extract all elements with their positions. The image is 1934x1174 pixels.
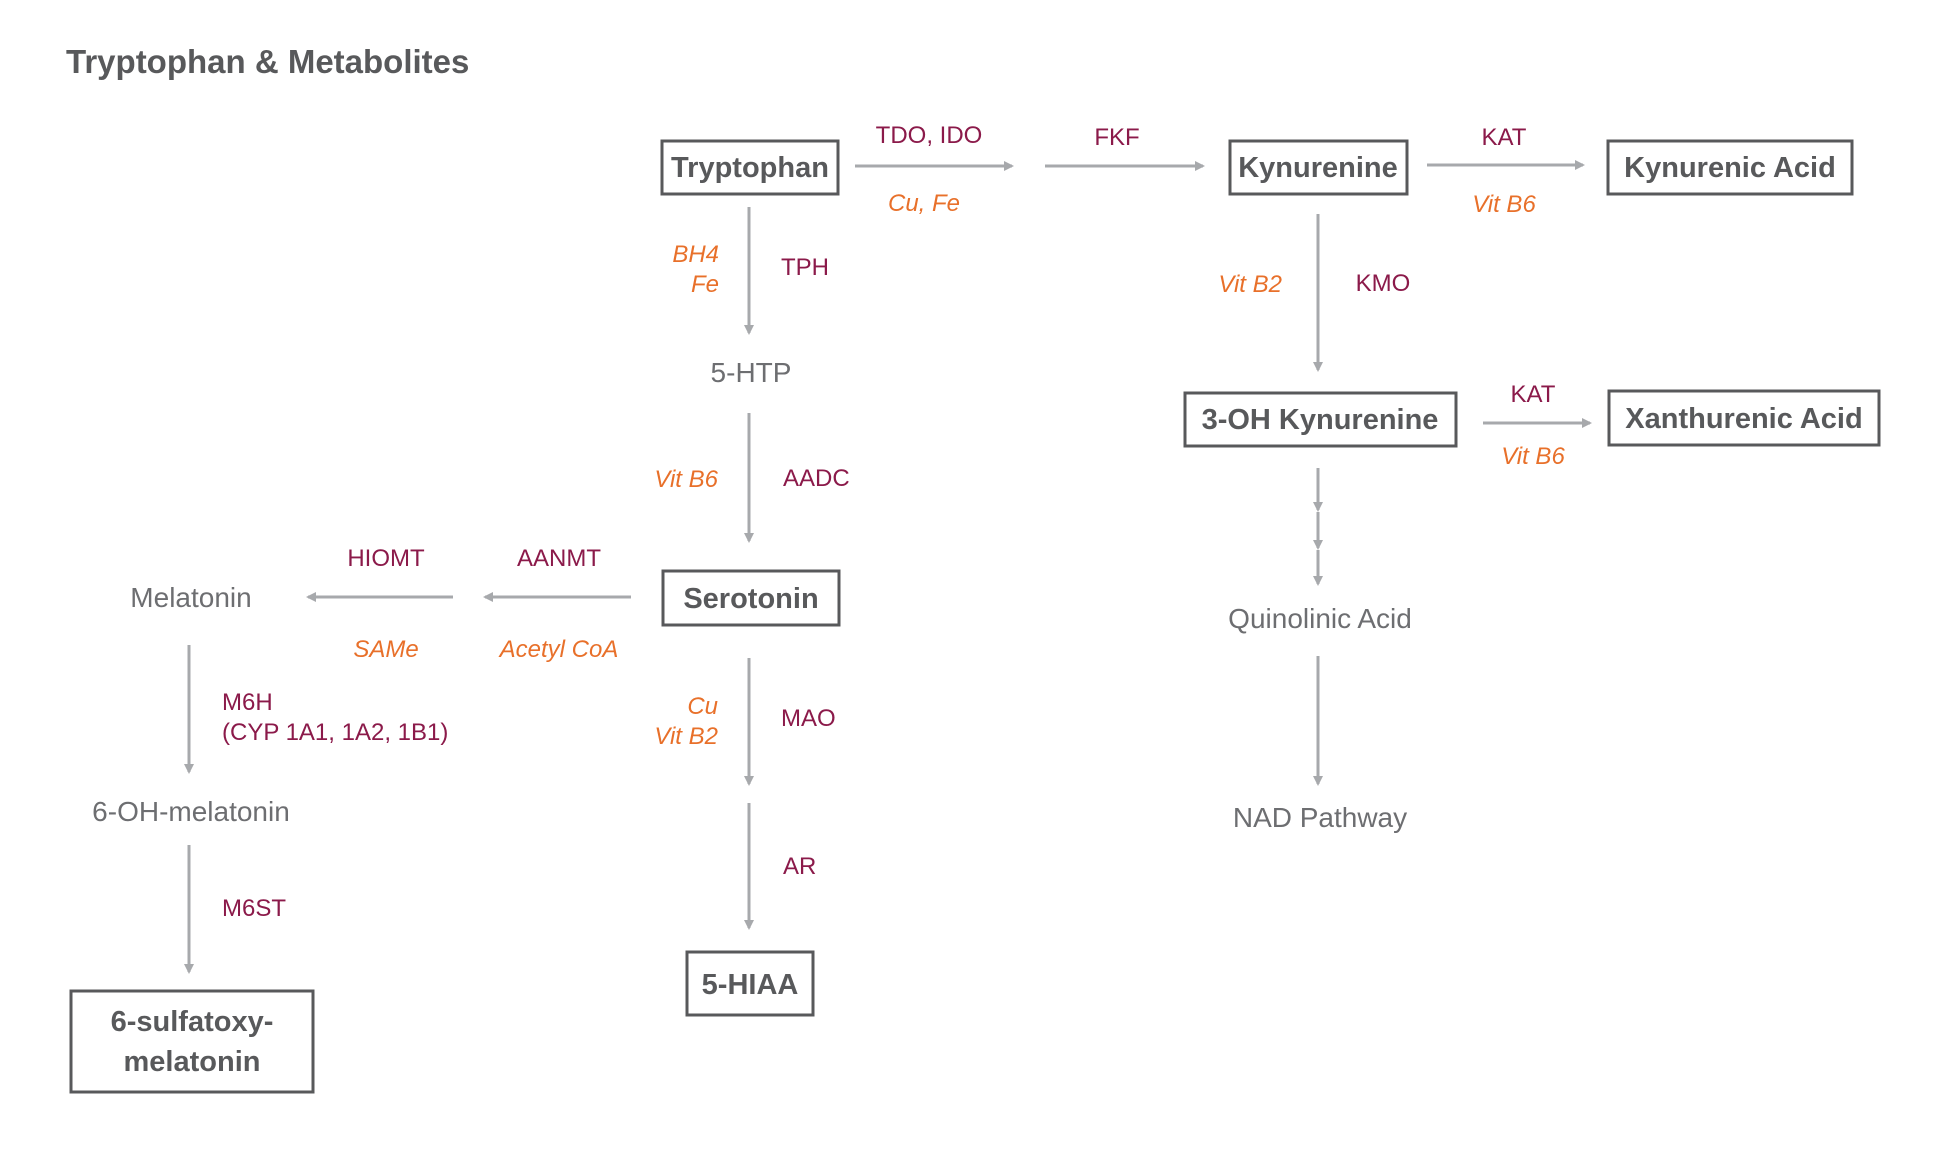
node-tryptophan: Tryptophan: [660, 139, 840, 196]
node-6-oh-melatonin: 6-OH-melatonin: [92, 796, 290, 827]
node-kynurenic-acid: Kynurenic Acid: [1606, 139, 1854, 196]
node-6-sulfatoxy-label-line1: 6-sulfatoxy-: [111, 1006, 274, 1038]
node-kynurenic-acid-label: Kynurenic Acid: [1624, 152, 1836, 184]
node-5-hiaa: 5-HIAA: [685, 950, 815, 1017]
enzyme-aadc: AADC: [783, 465, 850, 492]
enzyme-tdo-ido: TDO, IDO: [876, 122, 983, 149]
cofactor-vit-b6-kat2: Vit B6: [1501, 443, 1565, 470]
cofactor-same: SAMe: [353, 636, 418, 663]
enzyme-mao: MAO: [781, 705, 836, 732]
node-6-sulfatoxy-label-line2: melatonin: [124, 1046, 261, 1078]
node-nad-pathway: NAD Pathway: [1233, 802, 1407, 833]
cofactor-cu-fe: Cu, Fe: [888, 190, 960, 217]
node-3-oh-kynurenine-label: 3-OH Kynurenine: [1202, 404, 1439, 436]
enzyme-kmo: KMO: [1356, 270, 1411, 297]
diagram-title: Tryptophan & Metabolites: [66, 43, 469, 80]
node-melatonin: Melatonin: [130, 582, 251, 613]
cofactor-vit-b6-aadc: Vit B6: [654, 466, 718, 493]
enzyme-fkf: FKF: [1094, 124, 1139, 151]
arrows: [184, 160, 1592, 974]
enzyme-kat-kynurenic: KAT: [1482, 124, 1527, 151]
node-6-sulfatoxy-melatonin: 6-sulfatoxy- melatonin: [69, 989, 315, 1094]
enzyme-ar: AR: [783, 853, 816, 880]
node-serotonin: Serotonin: [661, 569, 841, 627]
node-xanthurenic-acid: Xanthurenic Acid: [1607, 389, 1881, 447]
enzyme-m6st: M6ST: [222, 895, 286, 922]
cofactor-acetyl-coa: Acetyl CoA: [498, 636, 619, 663]
node-xanthurenic-acid-label: Xanthurenic Acid: [1625, 403, 1862, 435]
node-3-oh-kynurenine: 3-OH Kynurenine: [1183, 391, 1458, 448]
node-serotonin-label: Serotonin: [683, 583, 818, 615]
cofactor-fe: Fe: [691, 271, 719, 298]
enzyme-kat-xanthurenic: KAT: [1511, 381, 1556, 408]
node-5-htp: 5-HTP: [711, 357, 792, 388]
cofactor-bh4: BH4: [672, 241, 719, 268]
node-tryptophan-label: Tryptophan: [671, 152, 829, 184]
enzyme-m6h-cyp: (CYP 1A1, 1A2, 1B1): [222, 719, 448, 746]
cofactor-vit-b2-mao: Vit B2: [654, 723, 718, 750]
enzyme-tph: TPH: [781, 254, 829, 281]
cofactor-vit-b2-kmo: Vit B2: [1218, 271, 1282, 298]
cofactor-cu: Cu: [687, 693, 718, 720]
node-kynurenine: Kynurenine: [1228, 139, 1409, 196]
node-quinolinic-acid: Quinolinic Acid: [1228, 603, 1412, 634]
node-5-hiaa-label: 5-HIAA: [702, 969, 799, 1001]
enzyme-aanmt: AANMT: [517, 545, 601, 572]
enzyme-hiomt: HIOMT: [347, 545, 425, 572]
cofactor-vit-b6-kat1: Vit B6: [1472, 191, 1536, 218]
node-kynurenine-label: Kynurenine: [1238, 152, 1398, 184]
enzyme-m6h: M6H: [222, 689, 273, 716]
